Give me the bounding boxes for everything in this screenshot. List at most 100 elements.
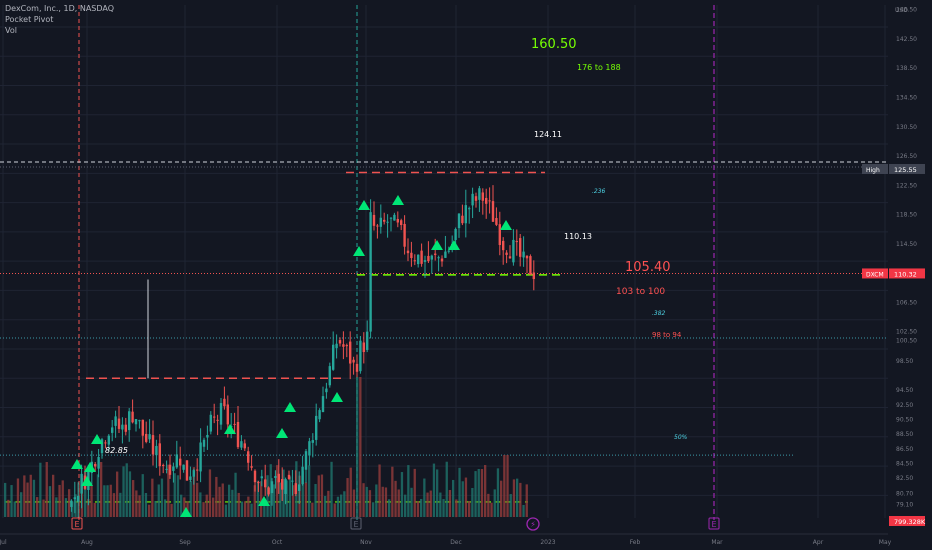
- price-tick-label: 100.50: [896, 337, 917, 344]
- volume-bar: [228, 484, 231, 517]
- volume-bar: [391, 466, 394, 517]
- volume-bar: [356, 377, 359, 517]
- fib-382-label: .382: [652, 310, 666, 317]
- volume-bar: [324, 495, 327, 517]
- indicator-volume[interactable]: Vol: [5, 26, 17, 35]
- volume-bar: [154, 500, 157, 517]
- candle-body: [515, 241, 518, 243]
- price-tick-label: 84.50: [896, 460, 913, 467]
- pocket-pivot-marker: [358, 200, 370, 210]
- volume-bar: [64, 498, 68, 517]
- indicator-pocket-pivot[interactable]: Pocket Pivot: [5, 15, 54, 24]
- volume-bar: [407, 465, 410, 517]
- candle-body: [471, 193, 474, 206]
- price-tick-label: 126.50: [896, 153, 917, 160]
- volume-bar: [503, 455, 506, 517]
- volume-bar: [362, 483, 365, 517]
- candle-body: [189, 476, 192, 480]
- volume-bar: [253, 485, 256, 517]
- target-red-range-2: 98 to 94: [652, 331, 682, 339]
- candle-body: [498, 224, 501, 245]
- pocket-pivot-marker: [258, 496, 270, 506]
- volume-bar: [36, 497, 39, 517]
- candle-body: [114, 416, 117, 426]
- volume-bar: [119, 492, 122, 517]
- volume-bar: [471, 488, 474, 517]
- candle-body: [131, 411, 134, 423]
- lightning-icon: ⚡: [530, 520, 536, 529]
- volume-bar: [410, 487, 413, 517]
- price-tick-label: 86.50: [896, 446, 913, 453]
- volume-bar: [160, 478, 164, 517]
- candle-body: [417, 254, 420, 265]
- volume-bar: [279, 482, 282, 517]
- volume-bar: [378, 464, 381, 517]
- volume-bar: [282, 469, 285, 517]
- pocket-pivot-marker: [91, 434, 103, 444]
- volume-bar: [13, 501, 16, 517]
- earnings-icon-label: E: [353, 520, 358, 529]
- volume-bar: [45, 461, 48, 517]
- earnings-icon-label: E: [74, 520, 79, 529]
- price-tick-label: 92.50: [896, 402, 913, 409]
- candle-body: [444, 251, 447, 258]
- volume-bar: [448, 489, 452, 517]
- volume-bar: [452, 479, 455, 517]
- volume-bar: [23, 475, 26, 517]
- candle-body: [423, 260, 427, 262]
- candle-body: [315, 415, 318, 440]
- candle-body: [253, 470, 257, 483]
- volume-bar: [263, 499, 266, 517]
- volume-bar: [221, 483, 224, 517]
- candle-body: [512, 239, 515, 263]
- volume-bar: [404, 494, 407, 517]
- candle-body: [172, 466, 175, 471]
- candle-body: [389, 217, 393, 219]
- symbol-title[interactable]: DexCom, Inc., 1D, NASDAQ: [5, 4, 115, 13]
- candle-body: [250, 466, 253, 468]
- volume-bar: [512, 479, 516, 517]
- volume-bar: [20, 492, 23, 517]
- volume-bar: [218, 486, 221, 517]
- candle-body: [260, 476, 263, 479]
- earnings-icon: [350, 517, 362, 530]
- price-tag-high: High 125.55: [862, 163, 925, 174]
- candle-body: [502, 240, 505, 251]
- candle-body: [274, 475, 277, 478]
- volume-bar: [42, 499, 45, 517]
- candle-body: [240, 441, 243, 448]
- candle-body: [128, 411, 131, 431]
- volume-bar: [29, 474, 32, 517]
- volume-bar: [468, 501, 471, 517]
- candle-body: [383, 219, 386, 222]
- volume-bar: [445, 461, 448, 517]
- price-tick-label: 79.10: [896, 501, 913, 508]
- candle-body: [281, 479, 284, 490]
- price-tick-label: 94.50: [896, 387, 913, 394]
- candle-body: [532, 272, 535, 280]
- volume-bar: [500, 480, 503, 517]
- candle-body: [345, 345, 348, 347]
- candle-body: [270, 481, 274, 494]
- volume-bar: [244, 501, 247, 517]
- volume-bar: [506, 455, 509, 517]
- price-tick-label: 146.50: [896, 7, 917, 14]
- candle-body: [185, 460, 189, 481]
- candle-body: [216, 419, 219, 421]
- candle-body: [413, 260, 416, 262]
- volume-bar: [311, 502, 314, 517]
- price-tag-value: 110.32: [894, 270, 917, 278]
- time-tick-label: Mar: [711, 539, 723, 546]
- target-green-main: 160.50: [531, 37, 577, 52]
- volume-bar: [234, 472, 237, 517]
- volume-bar: [128, 471, 132, 517]
- volume-bar: [7, 499, 10, 517]
- candle-body: [508, 256, 512, 259]
- candle-body: [287, 474, 291, 479]
- volume-bar: [103, 485, 106, 517]
- volume-bar: [122, 466, 125, 517]
- candle-body: [206, 434, 209, 438]
- candle-body: [158, 443, 161, 467]
- candle-body: [134, 418, 138, 425]
